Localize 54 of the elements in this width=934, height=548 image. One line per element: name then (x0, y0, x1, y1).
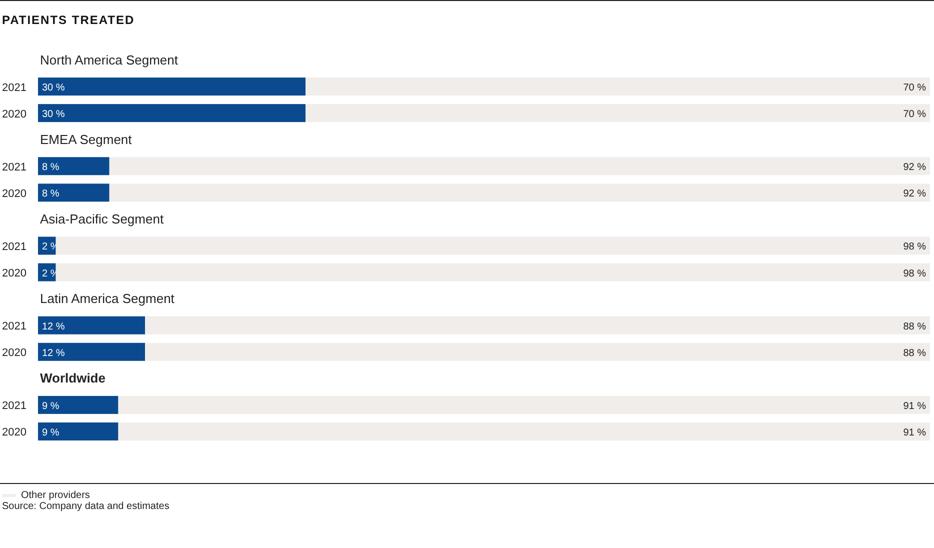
bar (38, 422, 118, 440)
y-tick-label: North America Segment (40, 52, 178, 68)
data-label: 8 % (42, 188, 60, 200)
bar (306, 104, 930, 122)
bar (38, 78, 306, 96)
data-label: 88 % (903, 348, 926, 359)
bar (38, 157, 110, 176)
y-tick-label: 2021 (2, 400, 26, 412)
data-label: 98 % (903, 242, 926, 253)
data-label: 91 % (903, 400, 926, 412)
bar (38, 104, 306, 122)
y-tick-label: EMEA Segment (40, 132, 132, 147)
y-tick-label: 2020 (2, 268, 26, 280)
y-tick-label: 2020 (2, 108, 26, 120)
bar (56, 263, 930, 282)
y-tick-label: 2020 (2, 347, 26, 360)
data-label: 88 % (903, 321, 926, 332)
y-tick-label: 2021 (2, 82, 26, 94)
y-tick-label: 2021 (2, 320, 26, 333)
bar (109, 157, 930, 176)
bar (118, 422, 930, 440)
y-tick-label: Worldwide (40, 370, 106, 386)
bar (109, 184, 930, 202)
bar (38, 316, 146, 334)
data-label: 12 % (42, 321, 65, 332)
data-label: 12 % (42, 348, 65, 359)
bar (56, 236, 930, 255)
y-tick-label: 2020 (2, 188, 26, 200)
y-tick-label: 2020 (2, 426, 26, 439)
data-label: 30 % (42, 109, 65, 120)
y-tick-label: Latin America Segment (40, 291, 175, 306)
bar (145, 342, 930, 361)
data-label: 9 % (42, 427, 60, 438)
y-tick-label: 2021 (2, 241, 26, 253)
bar (145, 316, 930, 334)
bar (38, 184, 110, 202)
source-note: Source: Company data and estimates (1, 501, 170, 512)
data-label: 92 % (903, 188, 926, 200)
chart-title: PATIENTS TREATED (0, 0, 934, 27)
data-label: 9 % (42, 400, 60, 412)
data-label: 92 % (903, 162, 926, 174)
y-tick-label: Asia-Pacific Segment (40, 211, 164, 226)
data-label: 70 % (903, 109, 926, 120)
legend-label: Other providers (20, 490, 90, 501)
bar (38, 342, 146, 361)
data-label: 70 % (903, 82, 926, 94)
bar (38, 396, 118, 414)
data-label: 91 % (903, 427, 926, 438)
data-label: 98 % (903, 268, 926, 280)
data-label: 8 % (42, 162, 60, 174)
data-label: 30 % (42, 82, 65, 94)
bar (306, 78, 930, 96)
bar (118, 396, 930, 414)
y-tick-label: 2021 (2, 161, 26, 174)
